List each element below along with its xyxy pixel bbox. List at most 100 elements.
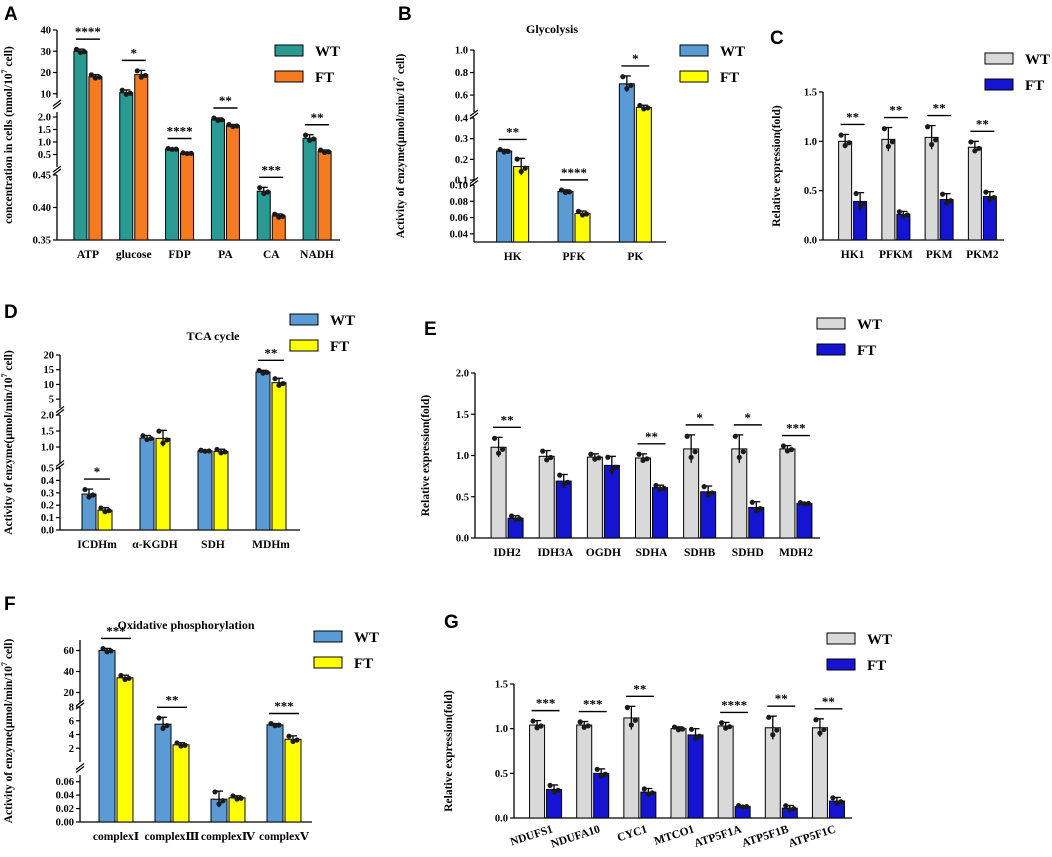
y-tick-label: 4 [69, 730, 75, 741]
panel-C: C Relative expression(fold) 0.0 0.5 1.0 1.5 HK… [770, 28, 1050, 261]
ft-bar-MDHm [271, 382, 287, 531]
wt-point [675, 727, 682, 733]
wt-point [740, 449, 746, 455]
axis-break-mark [469, 180, 479, 187]
ft-point [555, 787, 561, 793]
wt-point [548, 454, 554, 461]
y-tick-label: 0.0 [41, 526, 54, 537]
ft-point [709, 490, 715, 496]
wt-point [534, 725, 540, 731]
wt-point [306, 137, 313, 143]
wt-point [780, 443, 787, 449]
y-tick-label: 5 [49, 395, 54, 406]
ft-point [991, 194, 997, 201]
wt-bar-NDUFA10 [576, 724, 593, 819]
wt-point [968, 139, 974, 145]
ft-point [522, 165, 528, 171]
ft-point [565, 479, 571, 485]
y-tick-label: 0.5 [456, 492, 469, 503]
x-tick-label: CA [263, 249, 280, 261]
wt-bar-MTCO1 [670, 728, 687, 819]
panel-label: D [4, 302, 18, 323]
x-tick-label: SDHB [684, 547, 716, 559]
y-tick-label: 2.0 [38, 113, 51, 124]
wt-point [588, 451, 594, 457]
legend-wt-swatch [313, 630, 343, 643]
x-tick-label: HK [504, 251, 522, 263]
ft-point [230, 123, 236, 130]
x-tick-label: NDUFS1 [509, 823, 555, 848]
ft-point [294, 737, 300, 743]
y-tick-label: 0.06 [450, 213, 468, 224]
wt-bar-ATP [73, 50, 88, 241]
legend-ft-swatch [289, 339, 319, 352]
ft-point [900, 213, 906, 219]
y-tick-label: 1.0 [455, 46, 468, 57]
significance-label: ** [775, 691, 788, 706]
ft-bar-PA [225, 125, 240, 241]
y-tick-label: 40 [64, 667, 75, 678]
wt-point [813, 717, 819, 723]
wt-point [257, 185, 263, 191]
legend-ft-label: FT [315, 70, 334, 86]
y-tick-label: 0.5 [38, 150, 51, 161]
chart-title: Oxidative phosphorylation [117, 618, 254, 632]
wt-point [592, 456, 598, 462]
ft-point [214, 446, 220, 453]
significance-label: **** [75, 24, 101, 39]
significance-label: *** [106, 623, 126, 638]
ft-point [557, 472, 563, 478]
legend-wt-label: WT [315, 44, 340, 60]
ft-point [805, 500, 812, 507]
x-tick-label: SDH [201, 539, 225, 551]
y-tick-label: 0.10 [450, 181, 468, 192]
ft-point [705, 492, 711, 498]
y-tick-label: 1.5 [41, 427, 54, 438]
ft-point [280, 380, 286, 387]
x-tick-label: SDHD [732, 547, 764, 559]
wt-point [260, 370, 266, 376]
wt-point [81, 49, 88, 55]
y-tick-label: 1.0 [804, 137, 817, 148]
ft-point [641, 786, 647, 792]
x-tick-label: ICDHm [77, 539, 117, 551]
y-tick-label: 0.35 [33, 236, 51, 247]
y-tick-label: 0.5 [41, 464, 54, 475]
x-tick-label: PKM [926, 249, 953, 261]
ft-point [276, 214, 282, 220]
ft-point [512, 517, 519, 523]
significance-label: * [745, 410, 752, 425]
ft-point [272, 211, 278, 217]
wt-point [889, 139, 895, 145]
ft-point [514, 156, 520, 162]
ft-point [234, 796, 240, 802]
ft-point [272, 376, 278, 382]
significance-label: **** [721, 697, 747, 712]
wt-point [505, 148, 511, 154]
wt-bar-OGDH [586, 456, 603, 539]
wt-point [636, 451, 642, 457]
wt-point [929, 141, 935, 148]
axis-break-mark [469, 112, 479, 120]
y-tick-label: 0.02 [56, 804, 74, 815]
x-tick-label: PFKM [879, 249, 913, 261]
y-tick-label: 1.0 [41, 443, 54, 454]
ft-point [321, 149, 328, 155]
ft-point [290, 738, 296, 744]
y-tick-label: 0.5 [495, 769, 508, 780]
y-tick-label: 1.0 [495, 724, 508, 735]
y-axis-label: Activity of enzyme(μmol/min/107 cell) [0, 639, 15, 824]
wt-bar-MDHm [255, 371, 271, 531]
wt-point [495, 450, 502, 456]
ft-bar-OGDH [603, 464, 620, 539]
y-tick-label: 0.3 [41, 488, 54, 499]
wt-point [732, 433, 738, 439]
ft-bar-complexⅤ [284, 738, 302, 823]
significance-label: *** [274, 699, 294, 714]
y-tick-label: 0.0 [456, 534, 469, 545]
ft-point [518, 168, 524, 175]
y-tick-label: 0.00 [56, 818, 74, 829]
wt-point [310, 136, 317, 142]
x-tick-label: ATP5F1C [787, 823, 837, 850]
panel-label: C [770, 28, 784, 49]
